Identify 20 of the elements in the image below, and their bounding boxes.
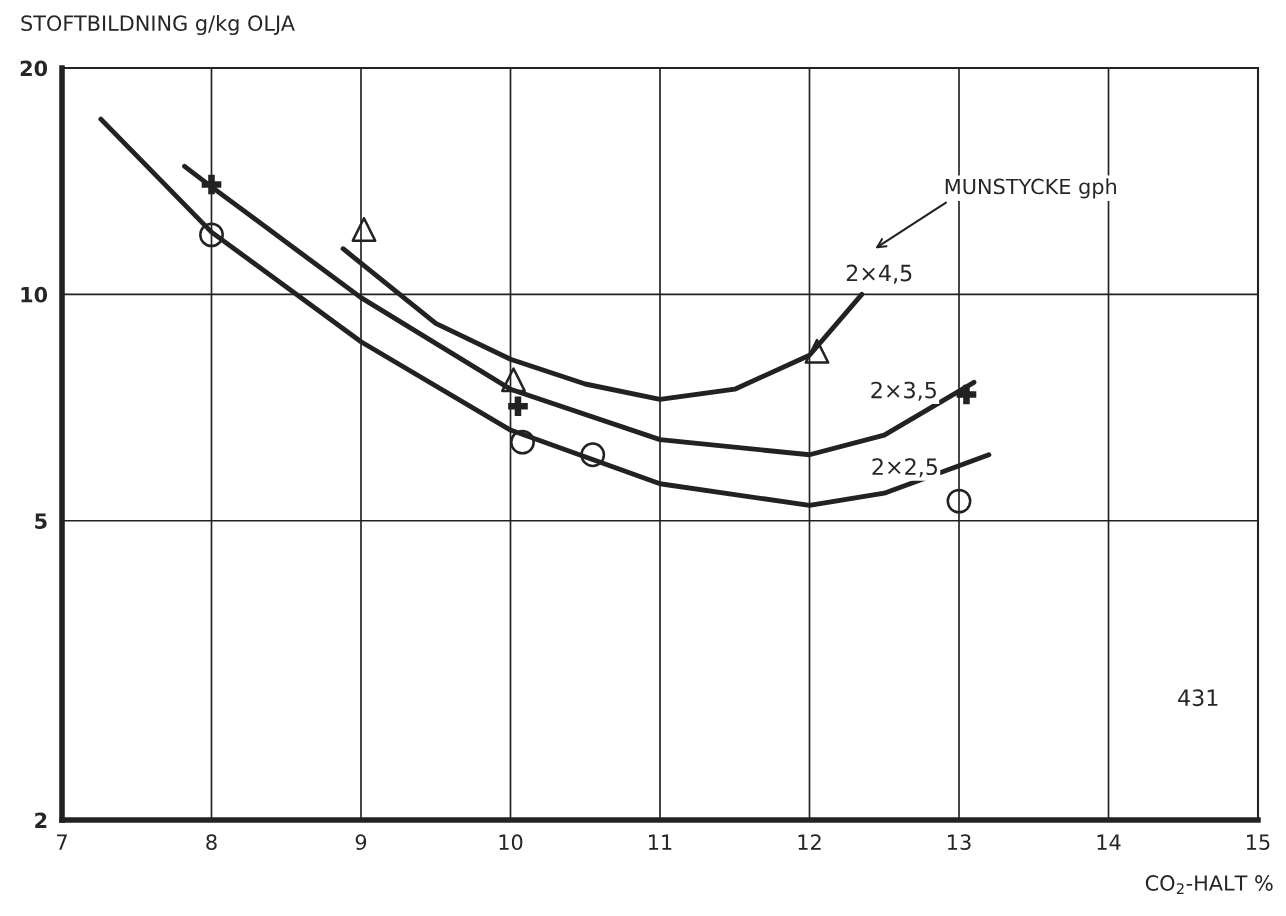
x-tick-label: 12: [798, 834, 821, 850]
x-tick-label: 11: [649, 834, 672, 850]
y-tick-label: 5: [35, 513, 47, 529]
y-tick-label: 10: [21, 286, 48, 303]
x-tick-label: 8: [206, 834, 217, 851]
x-axis-title: CO$_{2}$-HALT %: [1145, 875, 1273, 894]
y-axis-title: STOFTBILDNING g/kg OLJA: [21, 14, 295, 36]
x-tick-label: 10: [499, 834, 523, 851]
x-tick-label: 9: [355, 834, 367, 851]
x-tick-label: 13: [948, 834, 971, 851]
y-tick-label: 2: [35, 812, 47, 828]
x-tick-label: 14: [1097, 834, 1121, 850]
annotation: MUNSTYCKE gph: [945, 178, 1116, 199]
series-label: 2×3,5: [871, 381, 936, 401]
x-tick-label: 7: [57, 834, 67, 850]
series-label: 2×2,5: [872, 458, 937, 478]
annotation: 431: [1178, 689, 1218, 707]
y-tick-label: 20: [20, 60, 48, 77]
legend-label: 2×4,5: [846, 264, 912, 284]
x-tick-label: 15: [1247, 834, 1270, 851]
